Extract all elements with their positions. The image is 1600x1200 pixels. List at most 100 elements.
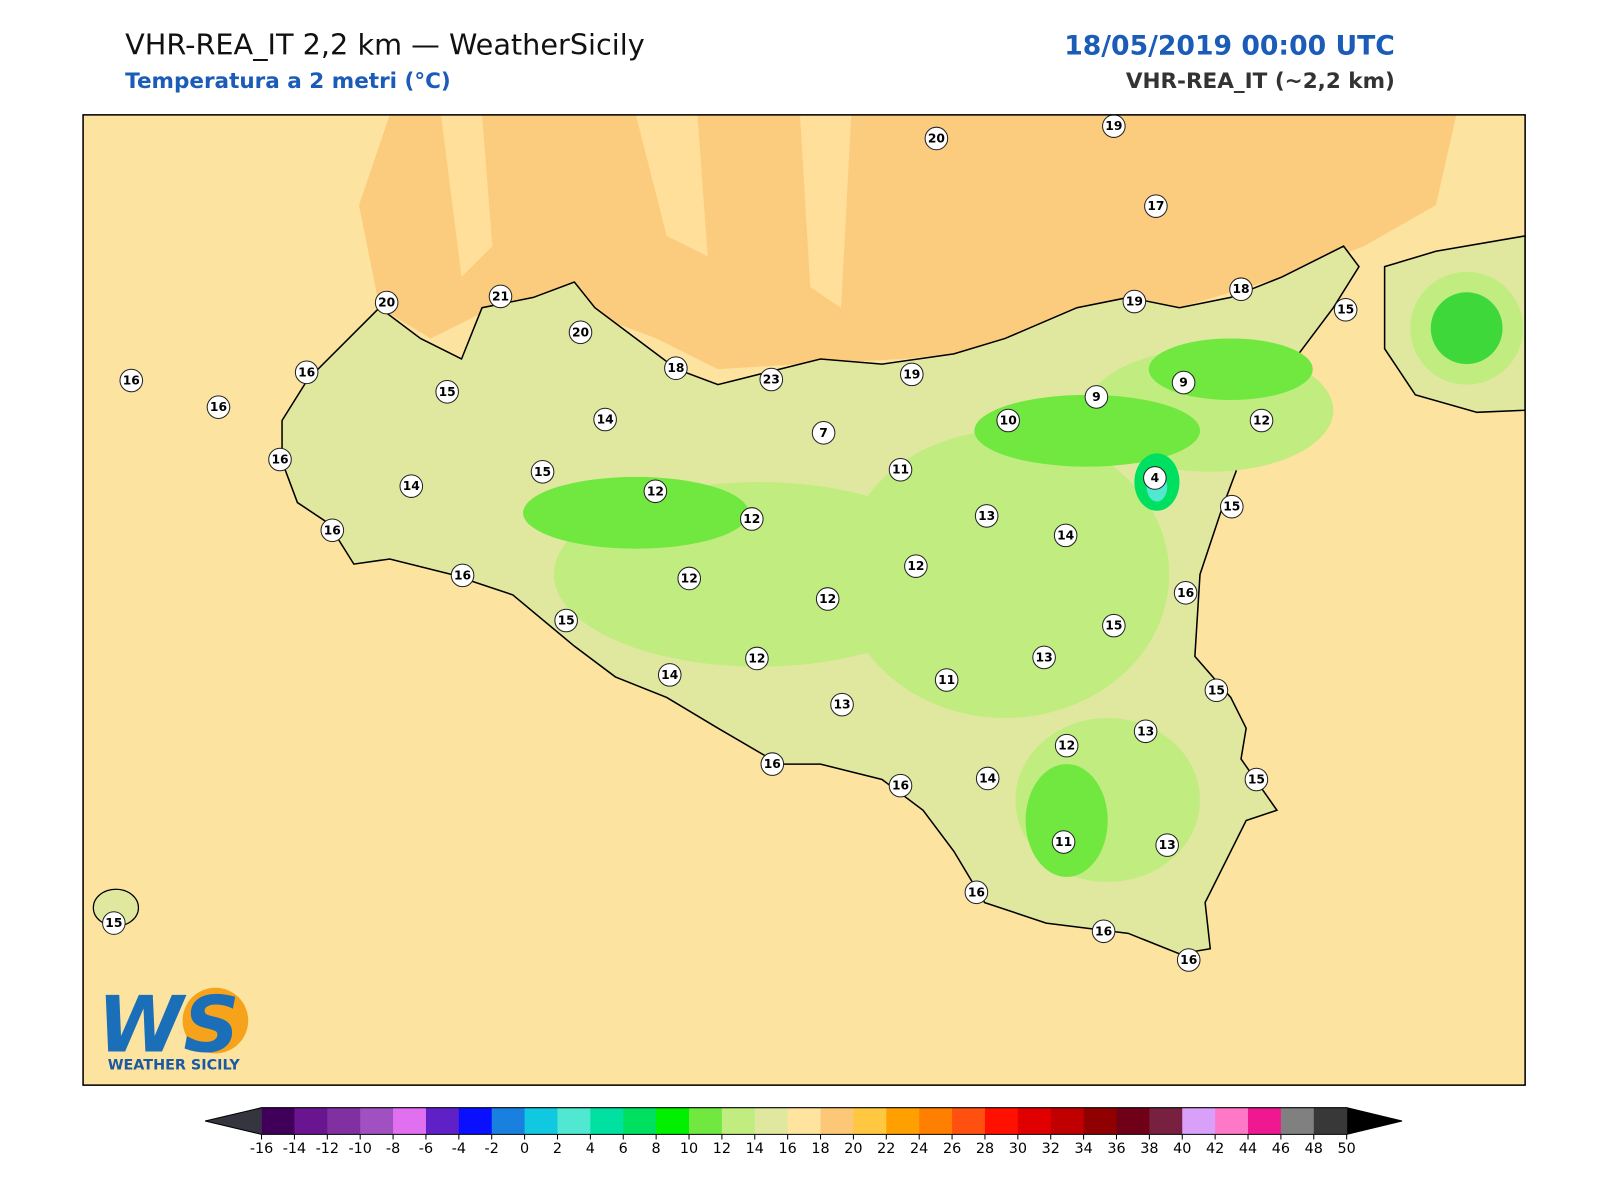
station-value: 12 [907,559,924,573]
station-value: 16 [123,374,140,388]
station-marker [888,773,913,798]
station-marker [1229,277,1253,302]
colorbar-swatch [886,1107,920,1135]
station-marker [974,504,999,528]
station-value: 16 [1180,953,1197,967]
station-value: 9 [1179,376,1188,390]
station-marker [1102,613,1126,638]
map-frame [82,114,1526,1086]
colorbar-tick-label: 0 [520,1141,529,1157]
datetime: 18/05/2019 00:00 UTC [1064,30,1395,61]
station-marker [374,290,399,315]
title: VHR-REA_IT 2,2 km — WeatherSicily [125,27,645,61]
station-value: 19 [1126,295,1143,309]
station-value: 12 [1253,414,1270,428]
station-value: 14 [979,771,996,785]
warm-sea [358,114,1457,370]
station-value: 12 [647,484,664,498]
colorbar-tick-label: 36 [1107,1141,1125,1157]
cool-streaks [441,114,852,308]
station-marker [568,320,593,345]
station-marker [593,407,617,432]
colorbar-tick-label: 6 [619,1141,628,1157]
colorbar-swatch [1248,1107,1282,1135]
station-marker [964,880,989,905]
station-marker [1032,645,1056,670]
colorbar-swatch [1313,1107,1348,1135]
station-marker [554,608,578,633]
colorbar-tick-label: 24 [910,1141,928,1157]
station-value: 16 [1177,586,1194,600]
station-value: 16 [324,523,341,537]
station-marker [488,284,513,309]
station-value: 15 [1337,303,1354,317]
station-marker [830,692,854,717]
colorbar-tick-label: -14 [283,1141,306,1157]
stations: 20 19 17 20 21 20 19 18 15 16 16 16 15 18 23 19 9 9 14 7 10 1… [102,114,1358,972]
station-value: 15 [558,614,575,628]
station-marker [530,460,555,484]
cool-areas [523,271,1524,883]
colorbar-tick-label: 44 [1239,1141,1257,1157]
colorbar-swatch [1149,1107,1183,1135]
colorbar-swatch [1083,1107,1118,1135]
station-marker [643,479,668,504]
colorbar-tick-label: 50 [1338,1141,1356,1157]
station-value: 12 [1058,739,1075,753]
colorbar-tick-label: -8 [386,1141,400,1157]
station-value: 16 [764,757,781,771]
colorbar-under [205,1107,262,1135]
station-value: 15 [1208,683,1225,697]
station-value: 12 [681,571,698,585]
colorbar-swatch [919,1107,953,1135]
map: 20 19 17 20 21 20 19 18 15 16 16 16 15 18 23 19 9 9 14 7 10 1… [83,114,1526,1086]
station-value: 14 [403,479,420,493]
station-marker [904,554,928,578]
subtitle: Temperatura a 2 metri (°C) [125,69,451,94]
colorbar-swatch [393,1107,427,1135]
station-value: 13 [833,698,850,712]
colorbar-swatch [1017,1107,1052,1135]
colorbar-tick-label: 26 [943,1141,961,1157]
colorbar-swatch [1215,1107,1249,1135]
colorbar-tick-label: 2 [553,1141,562,1157]
station-value: 15 [1105,619,1122,633]
station-marker [934,668,959,692]
colorbar-swatch [623,1107,657,1135]
station-marker [450,563,475,588]
station-marker [760,752,785,776]
station-marker [1102,114,1126,138]
station-marker [1143,466,1167,490]
colorbar-swatch [689,1107,723,1135]
station-value: 4 [1151,471,1160,485]
colorbar-swatch [656,1107,690,1135]
station-marker [888,457,913,482]
station-marker [1122,289,1147,314]
station-value: 15 [439,385,456,399]
colorbar-tick-label: 40 [1173,1141,1191,1157]
station-value: 16 [298,365,315,379]
station-value: 13 [978,509,995,523]
colorbar-tick-label: 42 [1206,1141,1224,1157]
station-value: 15 [105,916,122,930]
station-marker [739,507,764,531]
station-marker [1249,408,1274,433]
colorbar-tick-label: -10 [348,1141,371,1157]
station-marker [759,367,784,392]
station-marker [1176,948,1201,972]
station-marker [119,368,144,393]
station-marker [294,360,319,385]
station-value: 16 [1095,924,1112,938]
station-value: 10 [1000,414,1017,428]
station-value: 11 [938,673,955,687]
station-value: 17 [1147,199,1164,213]
colorbar-swatch [1182,1107,1216,1135]
colorbar-swatch [820,1107,854,1135]
logo-name: WEATHER SICILY [108,1058,241,1074]
station-value: 20 [572,325,589,339]
station-value: 16 [892,779,909,793]
station-value: 13 [1159,838,1176,852]
colorbar-over [1346,1107,1403,1135]
logo-mark: WS [97,980,239,1070]
colorbar-swatch [754,1107,789,1135]
